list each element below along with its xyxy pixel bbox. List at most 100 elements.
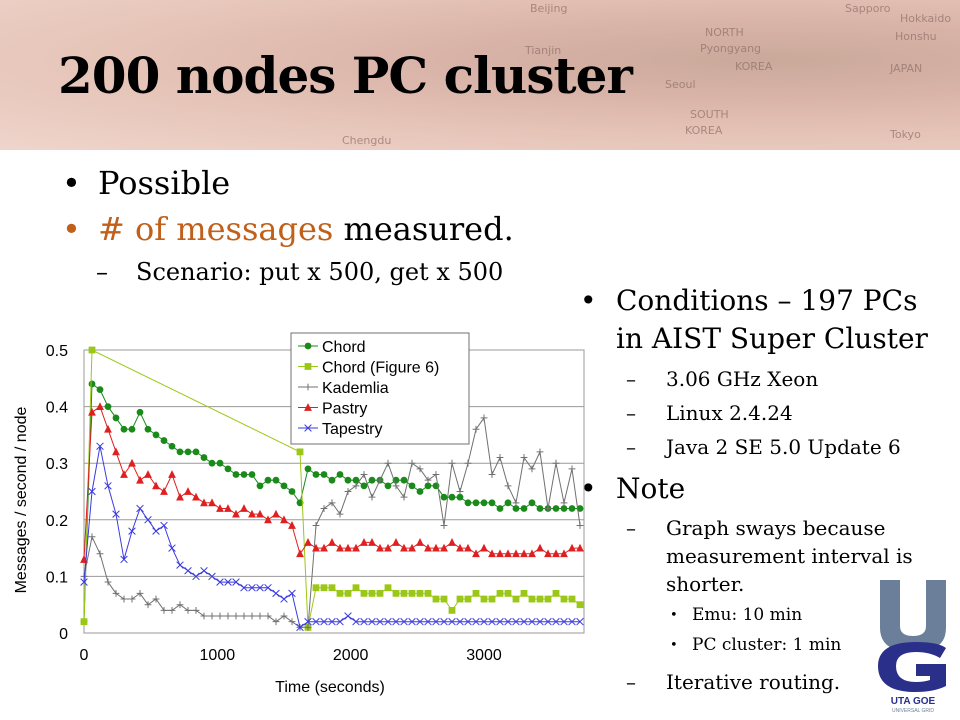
data-point-tapestry: [440, 617, 448, 626]
data-point-pastry: [512, 549, 520, 558]
data-point-pastry: [312, 543, 320, 552]
data-point-kademlia: [504, 482, 512, 490]
data-point-tapestry: [248, 583, 256, 592]
data-point-chord: [288, 488, 296, 495]
data-point-kademlia: [384, 459, 392, 467]
series-tapestry: [80, 442, 584, 632]
data-point-tapestry: [480, 617, 488, 626]
data-point-tapestry: [200, 566, 208, 575]
data-point-kademlia: [352, 482, 360, 490]
map-label: Hokkaido: [900, 12, 952, 25]
data-point-kademlia: [136, 589, 144, 597]
data-point-pastry: [464, 543, 472, 552]
y-tick-labels: 0 0.1 0.2 0.3 0.4 0.5: [46, 343, 68, 643]
map-label: Sapporo: [845, 2, 891, 15]
data-point-chord: [536, 505, 544, 512]
data-point-chord: [560, 505, 568, 512]
x-axis-label: Time (seconds): [275, 679, 385, 696]
data-point-chord: [528, 499, 536, 507]
data-point-chord-figure-6: [560, 595, 568, 603]
bullet-text: Conditions – 197 PCs in AIST Super Clust…: [616, 284, 928, 355]
data-point-pastry: [352, 543, 360, 552]
note-list: Graph sways because measurement interval…: [580, 514, 952, 696]
data-point-pastry: [184, 487, 192, 495]
data-point-tapestry: [128, 527, 136, 535]
data-point-tapestry: [152, 527, 160, 535]
data-point-chord-figure-6: [368, 589, 376, 597]
x-tick-label: 3000: [466, 647, 502, 664]
logo-g-shape: [878, 642, 946, 692]
data-point-tapestry: [320, 617, 328, 626]
bullet-note: Note: [580, 470, 952, 508]
data-point-kademlia: [496, 454, 504, 461]
data-point-chord: [368, 476, 376, 484]
data-point-chord: [168, 442, 176, 450]
data-point-kademlia: [320, 505, 328, 512]
data-point-kademlia: [160, 606, 168, 614]
map-label: Beijing: [530, 2, 568, 15]
data-point-pastry: [120, 470, 128, 478]
conditions-list: 3.06 GHz Xeon Linux 2.4.24 Java 2 SE 5.0…: [580, 362, 952, 464]
legend-marker-pastry: [304, 403, 312, 411]
condition-item: Java 2 SE 5.0 Update 6: [626, 430, 952, 464]
data-point-kademlia: [328, 499, 336, 507]
data-point-chord: [472, 499, 480, 507]
data-point-chord: [192, 448, 200, 456]
data-point-tapestry: [536, 617, 544, 626]
data-point-pastry: [336, 543, 344, 552]
data-point-chord: [344, 476, 352, 484]
data-point-tapestry: [184, 566, 192, 575]
data-point-pastry: [208, 498, 216, 507]
data-point-tapestry: [304, 617, 312, 626]
logo-subtext: UNIVERSAL GRID: [892, 708, 934, 714]
data-point-pastry: [536, 543, 544, 552]
data-point-chord: [424, 482, 432, 490]
data-point-pastry: [104, 424, 112, 433]
data-point-tapestry: [384, 617, 392, 626]
data-point-kademlia: [544, 505, 552, 512]
data-point-kademlia: [216, 612, 224, 620]
data-point-chord-figure-6: [544, 595, 552, 603]
data-point-pastry: [96, 402, 104, 410]
data-point-chord: [320, 471, 328, 478]
data-point-kademlia: [344, 488, 352, 495]
data-point-tapestry: [512, 617, 520, 626]
series-chord-figure-6: [80, 346, 584, 631]
data-point-pastry: [304, 538, 312, 546]
map-label: KOREA: [685, 124, 723, 137]
data-point-chord-figure-6: [504, 589, 512, 597]
data-point-chord: [304, 465, 312, 473]
data-point-chord-figure-6: [312, 584, 320, 592]
data-point-chord-figure-6: [520, 589, 528, 597]
map-label: NORTH: [705, 26, 744, 39]
data-point-kademlia: [96, 550, 104, 558]
data-point-tapestry: [336, 617, 344, 626]
data-point-chord-figure-6: [400, 589, 408, 597]
data-point-kademlia: [88, 533, 96, 541]
data-point-kademlia: [432, 471, 440, 478]
note-subitem-text: Emu: 10 min: [692, 605, 803, 625]
data-point-kademlia: [448, 459, 456, 467]
uta-goe-logo: UTA GOE UNIVERSAL GRID: [878, 580, 946, 714]
data-point-tapestry: [328, 617, 336, 626]
data-point-chord: [568, 505, 576, 512]
data-point-tapestry: [528, 617, 536, 626]
data-point-chord: [280, 482, 288, 490]
data-point-kademlia: [536, 448, 544, 456]
data-point-pastry: [360, 538, 368, 546]
data-point-chord-figure-6: [440, 595, 448, 603]
map-label: SOUTH: [690, 108, 729, 121]
data-point-pastry: [456, 543, 464, 552]
data-point-tapestry: [552, 617, 560, 626]
data-point-chord: [360, 482, 368, 490]
right-bullet-list: Conditions – 197 PCs in AIST Super Clust…: [580, 282, 952, 696]
data-point-chord-figure-6: [392, 589, 400, 597]
data-point-pastry: [344, 543, 352, 552]
data-point-pastry: [368, 538, 376, 546]
data-point-pastry: [408, 543, 416, 552]
note-item: Graph sways because measurement interval…: [626, 514, 916, 598]
data-point-pastry: [200, 498, 208, 507]
data-point-tapestry: [376, 617, 384, 626]
data-point-chord-figure-6: [464, 595, 472, 603]
data-point-pastry: [432, 543, 440, 552]
